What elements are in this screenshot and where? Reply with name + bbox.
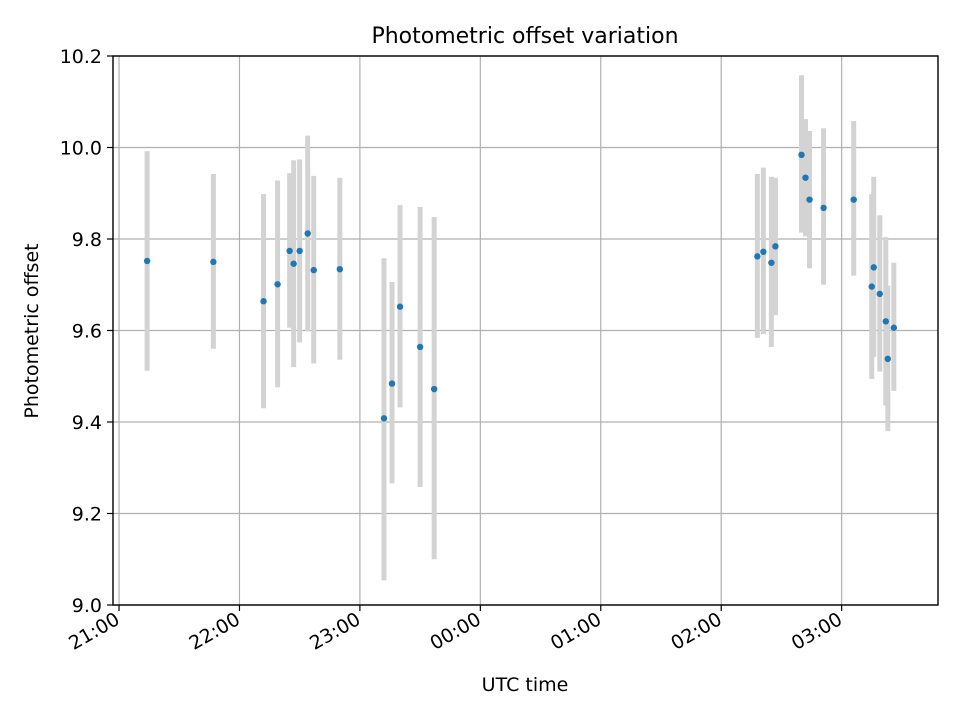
x-axis-label: UTC time [482, 674, 569, 696]
point-layer [143, 151, 898, 422]
data-point [754, 253, 761, 260]
data-point [396, 303, 404, 310]
data-point [850, 196, 857, 203]
data-point [286, 247, 293, 255]
data-point [876, 290, 883, 298]
data-point [798, 151, 805, 159]
data-point [870, 264, 877, 271]
y-tick-label: 9.2 [72, 504, 102, 526]
y-tick-label: 9.6 [72, 321, 102, 343]
data-point [768, 259, 775, 266]
data-point [890, 324, 898, 331]
data-point [143, 257, 151, 265]
data-point [310, 266, 317, 274]
y-axis-label: Photometric offset [21, 243, 43, 418]
data-point [430, 385, 438, 393]
data-point [210, 258, 217, 266]
data-point [260, 298, 267, 305]
data-point [882, 318, 890, 325]
data-point [296, 247, 303, 255]
data-point [290, 260, 297, 267]
data-point [274, 281, 281, 288]
data-point [304, 230, 311, 237]
y-tick-label: 9.8 [72, 229, 102, 251]
data-point [760, 248, 767, 256]
data-point [820, 204, 827, 212]
data-point [380, 415, 388, 422]
y-tick-label: 9.4 [72, 412, 102, 434]
data-point [868, 283, 875, 290]
y-tick-label: 10.2 [60, 46, 102, 68]
data-point [772, 243, 779, 250]
y-tick-label: 10.0 [60, 138, 102, 160]
chart-title: Photometric offset variation [371, 24, 678, 49]
data-point [416, 343, 424, 351]
y-tick-label: 9.0 [72, 595, 102, 617]
data-point [806, 196, 813, 203]
data-point [388, 380, 396, 387]
data-point [336, 265, 344, 273]
data-point [884, 355, 892, 363]
data-point [802, 174, 809, 181]
